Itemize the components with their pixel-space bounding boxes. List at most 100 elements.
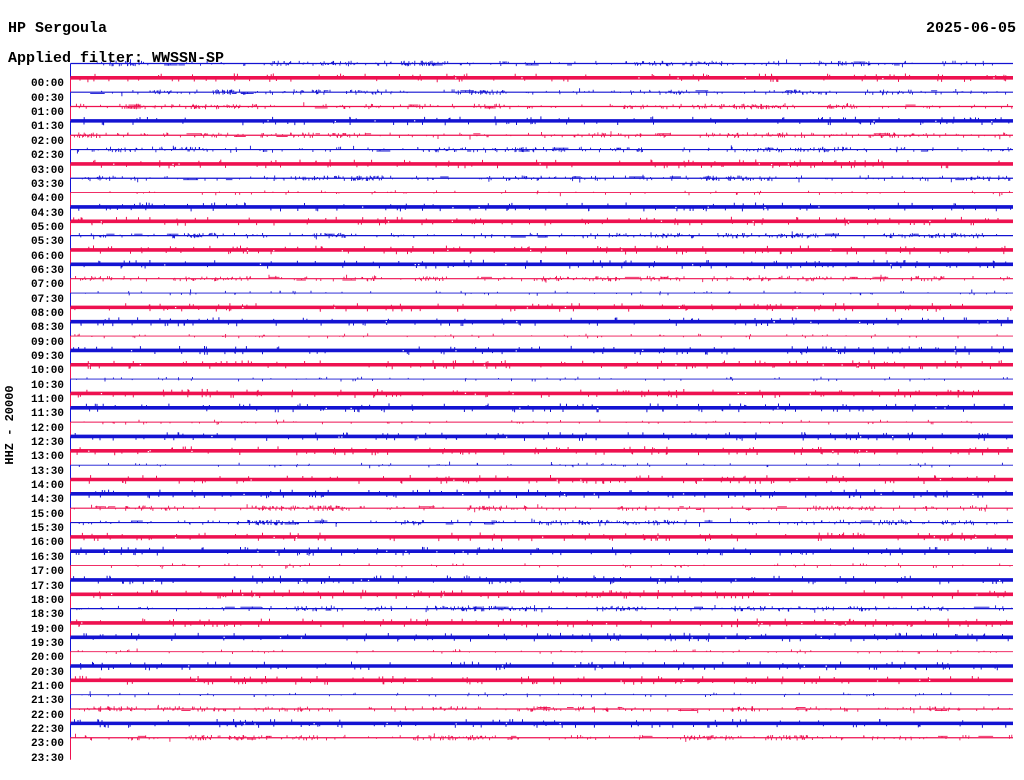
trace-noise	[73, 575, 1004, 585]
trace-clip-gap	[892, 436, 894, 438]
trace-clip-gap	[657, 536, 659, 538]
trace-clip-gap	[174, 537, 177, 539]
trace-clip-gap	[574, 665, 576, 667]
trace-noise	[85, 403, 1005, 413]
trace-clip-gap	[692, 264, 694, 266]
time-label: 21:00	[30, 680, 64, 693]
trace-clip-gap	[516, 321, 518, 323]
trace-noise	[80, 317, 1009, 327]
trace-clip-gap	[386, 722, 388, 725]
trace-noise	[74, 432, 1008, 441]
trace-clip-gap	[744, 77, 747, 79]
time-label: 07:30	[30, 293, 64, 306]
time-label: 08:30	[30, 322, 64, 335]
trace-clip-gap	[866, 450, 868, 452]
trace-noise	[88, 489, 1007, 499]
trace-clip-gap	[483, 364, 486, 366]
trace-clip-gap	[243, 723, 246, 725]
trace-clip-gap	[512, 393, 514, 395]
trace-clip-gap	[100, 393, 103, 395]
trace-noise	[87, 360, 1002, 370]
trace-noise	[83, 419, 972, 425]
trace-clip-gap	[773, 321, 775, 323]
trace-clip-gap	[563, 493, 566, 496]
trace-noise	[75, 376, 1008, 382]
time-label: 02:30	[30, 150, 64, 163]
time-label: 15:30	[30, 523, 64, 536]
trace-clip-gap	[139, 364, 141, 366]
time-label: 17:00	[30, 566, 64, 579]
trace-clip-gap	[254, 594, 256, 596]
trace-clip-gap	[257, 551, 259, 553]
time-label: 19:30	[30, 637, 64, 650]
trace-clip-gap	[771, 164, 773, 166]
trace-noise	[110, 563, 1011, 569]
trace-clip-gap	[939, 479, 942, 481]
trace-clip-gap	[455, 350, 457, 352]
trace-clip-gap	[678, 306, 680, 308]
time-label: 05:30	[30, 236, 64, 249]
trace-clip-gap	[455, 723, 457, 725]
trace-clip-gap	[597, 665, 599, 667]
trace-noise	[73, 504, 1008, 513]
trace-clip-gap	[325, 407, 327, 409]
plot-date: 2025-06-05	[925, 20, 1016, 37]
trace-clip-gap	[301, 579, 303, 581]
trace-clip-gap	[243, 493, 245, 495]
trace-noise	[74, 719, 1007, 728]
trace-clip-gap	[341, 436, 343, 438]
trace-clip-gap	[701, 479, 704, 481]
trace-clip-gap	[195, 679, 198, 681]
trace-clip-gap	[414, 264, 416, 266]
trace-clip-gap	[737, 392, 739, 394]
trace-clip-gap	[242, 307, 244, 309]
trace-clip-gap	[725, 637, 727, 639]
trace-clip-gap	[660, 220, 663, 222]
trace-noise	[77, 648, 997, 654]
trace-noise	[81, 532, 1008, 542]
trace-clip-gap	[987, 321, 989, 323]
trace-clip-gap	[506, 436, 508, 438]
trace-clip-gap	[88, 364, 90, 366]
trace-clip-gap	[242, 594, 244, 596]
time-label: 20:00	[30, 652, 64, 665]
time-label: 16:00	[30, 537, 64, 550]
time-label: 12:30	[30, 437, 64, 449]
trace-clip-gap	[768, 593, 771, 595]
time-label: 14:30	[30, 494, 64, 507]
trace-noise	[81, 691, 990, 698]
trace-clip-gap	[954, 350, 956, 352]
time-label: 00:00	[30, 78, 64, 91]
trace-noise	[73, 131, 1011, 140]
trace-clip-gap	[178, 163, 180, 165]
trace-clip-gap	[832, 450, 834, 452]
trace-noise	[83, 116, 1010, 126]
trace-clip-gap	[841, 364, 843, 366]
trace-clip-gap	[638, 77, 640, 79]
trace-clip-gap	[149, 450, 151, 452]
trace-clip-gap	[972, 493, 974, 495]
trace-clip-gap	[387, 221, 390, 223]
trace-clip-gap	[749, 637, 751, 639]
trace-clip-gap	[451, 220, 453, 222]
trace-noise	[75, 733, 1013, 742]
trace-noise	[90, 88, 1007, 97]
trace-clip-gap	[935, 120, 937, 122]
trace-clip-gap	[976, 594, 978, 596]
time-label: 07:00	[30, 279, 64, 292]
time-label: 22:30	[30, 723, 64, 736]
station-title: HP Sergoula	[8, 20, 108, 37]
trace-clip-gap	[803, 665, 805, 667]
trace-clip-gap	[402, 350, 404, 352]
trace-clip-gap	[707, 206, 709, 208]
trace-clip-gap	[385, 321, 387, 323]
trace-clip-gap	[338, 436, 340, 438]
trace-noise	[93, 589, 1006, 599]
trace-clip-gap	[818, 206, 820, 208]
trace-clip-gap	[334, 307, 336, 309]
trace-clip-gap	[442, 594, 445, 596]
trace-clip-gap	[247, 250, 249, 252]
trace-noise	[78, 461, 1003, 469]
trace-clip-gap	[691, 637, 693, 639]
trace-clip-gap	[993, 77, 995, 79]
